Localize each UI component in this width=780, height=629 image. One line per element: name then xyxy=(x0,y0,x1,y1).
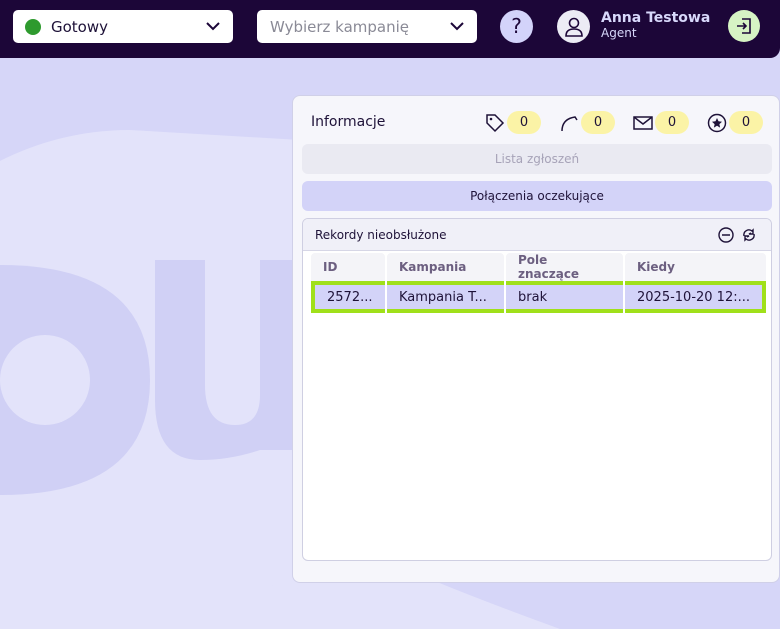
user-name: Anna Testowa xyxy=(601,10,711,26)
table-row[interactable]: 2572... Kampania T... brak 2025-10-20 12… xyxy=(311,281,767,313)
user-role: Agent xyxy=(601,26,637,40)
cell-id: 2572... xyxy=(311,281,385,313)
tickets-list-button[interactable]: Lista zgłoszeń xyxy=(302,144,772,174)
cell-field: brak xyxy=(506,281,623,313)
records-header: Rekordy nieobsłużone xyxy=(303,219,771,251)
avatar[interactable] xyxy=(557,10,590,43)
status-value: Gotowy xyxy=(51,17,109,36)
chevron-down-icon xyxy=(206,22,220,31)
mail-icon xyxy=(633,115,653,130)
info-panel: Informacje 0 0 0 0 Lista zgłoszeń Połącz… xyxy=(292,95,780,583)
table-header-row: ID Kampania Pole znaczące Kiedy xyxy=(311,253,767,281)
refresh-icon[interactable] xyxy=(741,227,757,243)
column-header-campaign[interactable]: Kampania xyxy=(387,253,504,281)
user-icon xyxy=(564,17,583,37)
records-table: ID Kampania Pole znaczące Kiedy 2572... … xyxy=(309,253,768,313)
tag-counter[interactable]: 0 xyxy=(485,111,541,134)
status-select[interactable]: Gotowy xyxy=(13,10,233,43)
records-title: Rekordy nieobsłużone xyxy=(315,228,447,242)
campaign-select[interactable]: Wybierz kampanię xyxy=(257,10,477,43)
collapse-icon[interactable] xyxy=(718,227,734,243)
unhandled-records: Rekordy nieobsłużone ID Kampania Pole zn… xyxy=(302,218,772,561)
logout-button[interactable] xyxy=(728,10,760,42)
campaign-placeholder: Wybierz kampanię xyxy=(270,17,410,36)
phone-icon xyxy=(561,115,578,131)
tag-icon xyxy=(486,113,505,132)
help-button[interactable]: ? xyxy=(500,10,533,43)
chevron-down-icon xyxy=(450,22,464,31)
star-counter[interactable]: 0 xyxy=(707,111,763,134)
top-bar: Gotowy Wybierz kampanię ? Anna Testowa A… xyxy=(0,0,780,58)
pending-calls-button[interactable]: Połączenia oczekujące xyxy=(302,181,772,211)
panel-title: Informacje xyxy=(311,114,386,130)
star-icon xyxy=(707,113,727,132)
mail-counter[interactable]: 0 xyxy=(633,111,689,134)
column-header-id[interactable]: ID xyxy=(311,253,385,281)
status-dot-icon xyxy=(25,18,41,35)
phone-counter[interactable]: 0 xyxy=(559,111,615,134)
column-header-field[interactable]: Pole znaczące xyxy=(506,253,623,281)
cell-campaign: Kampania T... xyxy=(387,281,504,313)
column-header-when[interactable]: Kiedy xyxy=(625,253,767,281)
cell-when: 2025-10-20 12:... xyxy=(625,281,767,313)
logout-icon xyxy=(737,18,751,34)
